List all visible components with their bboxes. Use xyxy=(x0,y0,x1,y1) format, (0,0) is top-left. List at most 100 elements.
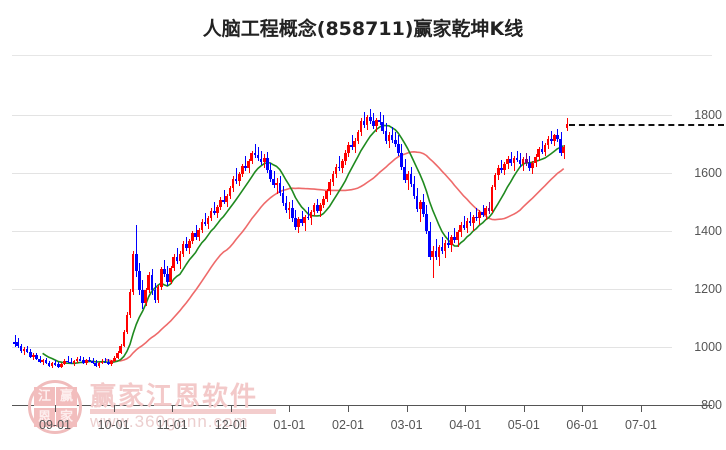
candle-body xyxy=(387,135,391,142)
candle-body xyxy=(175,256,179,262)
candle-body xyxy=(216,207,219,214)
candle-body xyxy=(256,155,260,159)
x-axis-tick xyxy=(465,405,467,412)
candle-body xyxy=(231,179,235,189)
candle-body xyxy=(13,342,16,345)
candle-body xyxy=(272,178,275,186)
x-axis-label: 12-01 xyxy=(214,418,247,432)
candle-body xyxy=(468,220,472,224)
candle-body xyxy=(331,173,335,182)
candle-body xyxy=(284,203,288,211)
candle-body xyxy=(562,147,566,153)
candle-body xyxy=(440,247,444,252)
candle-body xyxy=(110,360,113,364)
candle-wick xyxy=(24,347,25,356)
x-axis-tick xyxy=(641,405,642,412)
candle-wick xyxy=(514,155,515,171)
candle-body xyxy=(459,224,463,233)
candle-body xyxy=(553,135,556,142)
x-axis-label: 05-01 xyxy=(507,418,540,432)
y-axis-label: 1200 xyxy=(694,282,722,296)
candle-body xyxy=(496,168,500,176)
candle-wick xyxy=(501,160,502,173)
candle-body xyxy=(503,164,506,171)
candle-body xyxy=(141,289,144,304)
candle-body xyxy=(515,157,519,160)
candle-body xyxy=(63,360,66,364)
candle-body xyxy=(356,132,360,141)
candle-body xyxy=(250,153,254,162)
candle-body xyxy=(397,144,400,153)
candle-body xyxy=(116,352,119,359)
candle-body xyxy=(172,256,176,269)
x-axis-tick xyxy=(406,405,408,412)
candle-body xyxy=(362,120,366,125)
candle-body xyxy=(138,271,141,290)
candle-body xyxy=(85,360,88,363)
candle-wick xyxy=(380,111,381,125)
candle-body xyxy=(91,360,94,364)
candle-wick xyxy=(517,150,518,162)
candle-body xyxy=(425,214,428,231)
candle-body xyxy=(32,354,35,357)
candle-body xyxy=(219,199,222,208)
candle-body xyxy=(309,212,313,218)
x-axis-tick xyxy=(172,405,174,412)
candle-body xyxy=(322,198,325,205)
candle-body xyxy=(368,117,372,121)
candle-body xyxy=(403,167,406,180)
candle-body xyxy=(481,211,484,215)
candle-body xyxy=(100,361,104,363)
candle-body xyxy=(450,237,453,246)
candle-body xyxy=(393,139,397,144)
candle-body xyxy=(350,145,353,147)
candle-body xyxy=(381,121,385,131)
candle-wick xyxy=(255,144,256,158)
y-axis-label: 800 xyxy=(701,398,722,412)
candle-body xyxy=(22,349,26,352)
candle-body xyxy=(225,196,229,202)
candle-body xyxy=(262,157,266,162)
gridline-1200 xyxy=(12,289,672,290)
candle-body xyxy=(60,363,63,367)
gridline-1400 xyxy=(12,231,672,232)
candle-body xyxy=(122,331,126,346)
candle-body xyxy=(191,233,194,242)
candle-wick xyxy=(80,355,81,362)
candle-body xyxy=(266,157,269,170)
candle-body xyxy=(446,242,450,246)
y-axis-label: 1800 xyxy=(694,108,722,122)
candle-body xyxy=(194,233,197,238)
candle-body xyxy=(325,190,328,199)
candle-body xyxy=(365,117,369,125)
candle-body xyxy=(518,159,522,165)
candle-body xyxy=(412,184,416,197)
candle-body xyxy=(150,274,154,291)
watermark-bar xyxy=(90,409,276,414)
candle-body xyxy=(78,359,82,361)
candle-body xyxy=(222,199,225,202)
candle-body xyxy=(228,188,232,197)
candle-wick xyxy=(27,345,28,353)
candle-wick xyxy=(470,211,471,227)
candle-body xyxy=(509,158,512,164)
candle-body xyxy=(556,135,559,140)
candle-body xyxy=(303,216,307,224)
candle-wick xyxy=(205,213,206,227)
candle-body xyxy=(153,290,157,301)
candle-body xyxy=(94,363,98,366)
candle-body xyxy=(512,157,516,164)
candle-body xyxy=(431,251,434,258)
candle-body xyxy=(390,135,394,140)
candle-body xyxy=(340,161,344,168)
candle-wick xyxy=(224,190,225,205)
candle-body xyxy=(212,210,216,213)
candle-body xyxy=(50,363,54,366)
candle-body xyxy=(113,358,116,361)
candle-body xyxy=(531,162,534,169)
candle-body xyxy=(306,216,310,218)
candle-body xyxy=(484,207,488,215)
candle-wick xyxy=(442,236,443,255)
candle-body xyxy=(422,202,425,215)
candle-body xyxy=(490,186,494,211)
